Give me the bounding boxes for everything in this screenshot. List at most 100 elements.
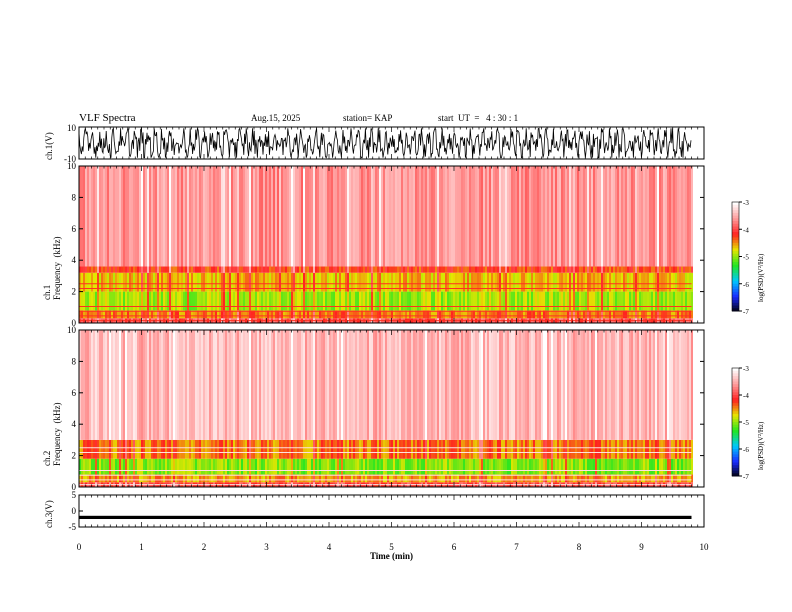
ch2-spectrogram-cell <box>243 330 245 440</box>
ch2-spectrogram-cell <box>679 439 681 459</box>
ch2-spectrogram-cell <box>231 474 233 483</box>
ch2-spectrogram-cell <box>293 474 295 483</box>
ch1-spectrogram-cell <box>609 166 611 267</box>
ch1-spectrogram-cell <box>543 291 545 311</box>
ch2-spectrogram-cell <box>221 458 223 475</box>
colorbar-cell <box>732 435 739 439</box>
ch2-spectrogram-cell <box>437 474 439 483</box>
ch2-spectrogram-cell <box>379 330 381 440</box>
ch1-spectrogram-cell <box>139 291 141 311</box>
ch1-spectrogram-cell <box>257 266 259 273</box>
ch1-spectrogram-cell <box>539 291 541 311</box>
ch1-spectrogram-cell <box>455 166 457 267</box>
ch1-spectrogram-cell <box>535 310 537 319</box>
ch2-spectrogram-cell <box>487 330 489 440</box>
ch2-spectrogram-cell <box>373 439 375 459</box>
ch1-spectrogram-cell <box>623 291 625 311</box>
ch2-spectrogram-cell <box>605 330 607 440</box>
ch1-spectrogram-cell <box>537 291 539 311</box>
ch2-spectrogram-cell <box>631 474 633 483</box>
ch2-spectrogram-cell <box>653 330 655 440</box>
ch1-spectrogram-cell <box>567 166 569 267</box>
ch2-spectrogram-cell <box>147 458 149 475</box>
ch1-spectrogram-cell <box>403 310 405 319</box>
ch1-spectrogram-cell <box>589 166 591 267</box>
ch2-spectrogram-cell <box>413 474 415 483</box>
ch1-spectrogram-cell <box>597 266 599 273</box>
ch2-spectrogram-cell <box>441 458 443 475</box>
ch2-spectrogram-cell <box>661 439 663 459</box>
ch2-spectrogram-cell <box>333 330 335 440</box>
ch1-spectrogram-cell <box>439 291 441 311</box>
ch2-spectrogram-cell <box>95 458 97 475</box>
ch1-spectrogram-cell <box>479 272 481 292</box>
ch1-spectrogram-cell <box>295 272 297 292</box>
ch2-spectrogram-cell <box>511 439 513 459</box>
ch1-spectrogram-cell <box>643 166 645 267</box>
ch1-spectrogram-cell <box>503 266 505 273</box>
ch1-spectrogram-cell <box>623 310 625 319</box>
ch1-spectrogram-cell <box>275 166 277 267</box>
ch2-spectrogram-cell <box>659 458 661 475</box>
ch1-spectrogram-cell <box>413 310 415 319</box>
ch2-spectrogram-cell <box>461 474 463 483</box>
ch2-spectrogram-cell <box>215 439 217 459</box>
ch2-spectrogram-cell <box>393 458 395 475</box>
ch2-spectrogram-cell <box>487 458 489 475</box>
ch2-spectrogram-cell <box>129 458 131 475</box>
ch1-spectrogram-cell <box>621 272 623 292</box>
ch1-spectrogram-cell <box>237 291 239 311</box>
ch1-spectrogram-cell <box>151 310 153 319</box>
ch1-spectrogram-cell <box>401 266 403 273</box>
ch1-spectrogram-cell <box>491 266 493 273</box>
ch1-spectrogram-cell <box>119 166 121 267</box>
ch2-spectrogram-cell <box>293 458 295 475</box>
ch1-spectrogram-cell <box>121 291 123 311</box>
ch2-spectrogram-cell <box>473 474 475 483</box>
colorbar-cell <box>732 416 739 420</box>
ch1-spectrogram-cell <box>677 266 679 273</box>
ch1-spectrogram-cell <box>137 166 139 267</box>
ch2-spectrogram-cell <box>323 330 325 440</box>
ch1-spectrogram-cell <box>373 272 375 292</box>
ch2-spectrogram-cell <box>525 458 527 475</box>
ch1-spectrogram-cell <box>659 310 661 319</box>
ch1-spectrogram-cell <box>425 310 427 319</box>
ch1-spectrogram-cell <box>341 272 343 292</box>
ch1-spectrogram-cell <box>615 166 617 267</box>
ch1-spectrogram-cell <box>299 272 301 292</box>
ch2-spectrogram-cell <box>345 474 347 483</box>
ch2-spectrogram-cell <box>495 330 497 440</box>
ch2-spectrogram-cell <box>505 439 507 459</box>
x-axis-label: Time (min) <box>370 551 413 561</box>
ch2-spectrogram-cell <box>411 439 413 459</box>
ch2-spectrogram-cell <box>637 439 639 459</box>
ch1-spectrogram-cell <box>537 266 539 273</box>
ch2-spectrogram-cell <box>629 474 631 483</box>
ch2-spectrogram-cell <box>519 439 521 459</box>
ch1-spectrogram-cell <box>657 310 659 319</box>
ch2-spectrogram-cell <box>251 474 253 483</box>
ch2-spectrogram-cell <box>169 474 171 483</box>
ch2-spectrogram-cell <box>187 458 189 475</box>
ch1-spectrogram-cell <box>271 272 273 292</box>
ch1-spectrogram-cell <box>397 166 399 267</box>
ch1-spectrogram-cell <box>671 291 673 311</box>
ch1-spectrogram-cell <box>563 310 565 319</box>
ch2-spectrogram-cell <box>365 458 367 475</box>
ch1-spectrogram-cell <box>371 291 373 311</box>
ch1-spectrogram-cell <box>207 272 209 292</box>
ch1-spectrogram-cell <box>267 310 269 319</box>
ch1-spectrogram-cell <box>443 166 445 267</box>
ch1-spectrogram-cell <box>129 272 131 292</box>
ch1-spectrogram-cell <box>357 310 359 319</box>
ch1-spectrogram-cell <box>561 310 563 319</box>
ch1-spectrogram-cell <box>327 166 329 267</box>
ch1-spectrogram-cell <box>583 166 585 267</box>
ch2-spectrogram-cell <box>371 439 373 459</box>
ch1-spectrogram-cell <box>405 310 407 319</box>
ch1-spectrogram-cell <box>605 272 607 292</box>
ch2-spectrogram-cell <box>447 458 449 475</box>
ch2-spectrogram-cell <box>463 458 465 475</box>
ch2-spectrogram-cell <box>569 330 571 440</box>
